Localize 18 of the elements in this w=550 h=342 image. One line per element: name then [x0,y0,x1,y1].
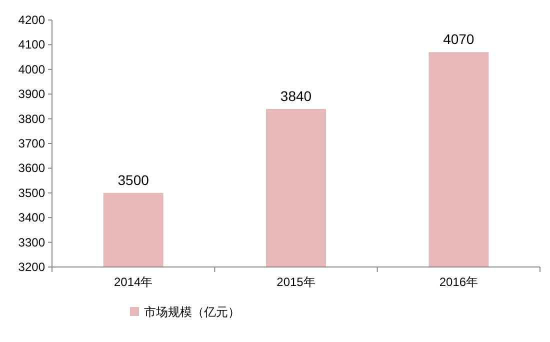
y-tick-label: 3300 [18,235,46,250]
y-tick-label: 3800 [18,112,46,126]
y-tick-label: 3700 [18,136,46,150]
x-tick-label: 2014年 [114,275,153,289]
y-tick-label: 3600 [18,161,46,176]
data-label: 3840 [280,88,312,104]
y-tick-label: 4100 [18,38,46,52]
y-tick-label: 3900 [18,87,46,102]
y-tick-label: 3400 [18,210,46,225]
legend: 市场规模（亿元） [130,305,240,319]
y-tick-label: 3200 [18,260,46,274]
data-label: 3500 [118,172,150,188]
y-tick-label: 3500 [18,186,46,200]
x-tick-label: 2016年 [439,275,478,289]
data-label: 4070 [443,31,474,48]
y-tick-label: 4000 [18,62,46,76]
y-tick-label: 4200 [18,13,46,27]
x-tick-label: 2015年 [276,275,316,289]
